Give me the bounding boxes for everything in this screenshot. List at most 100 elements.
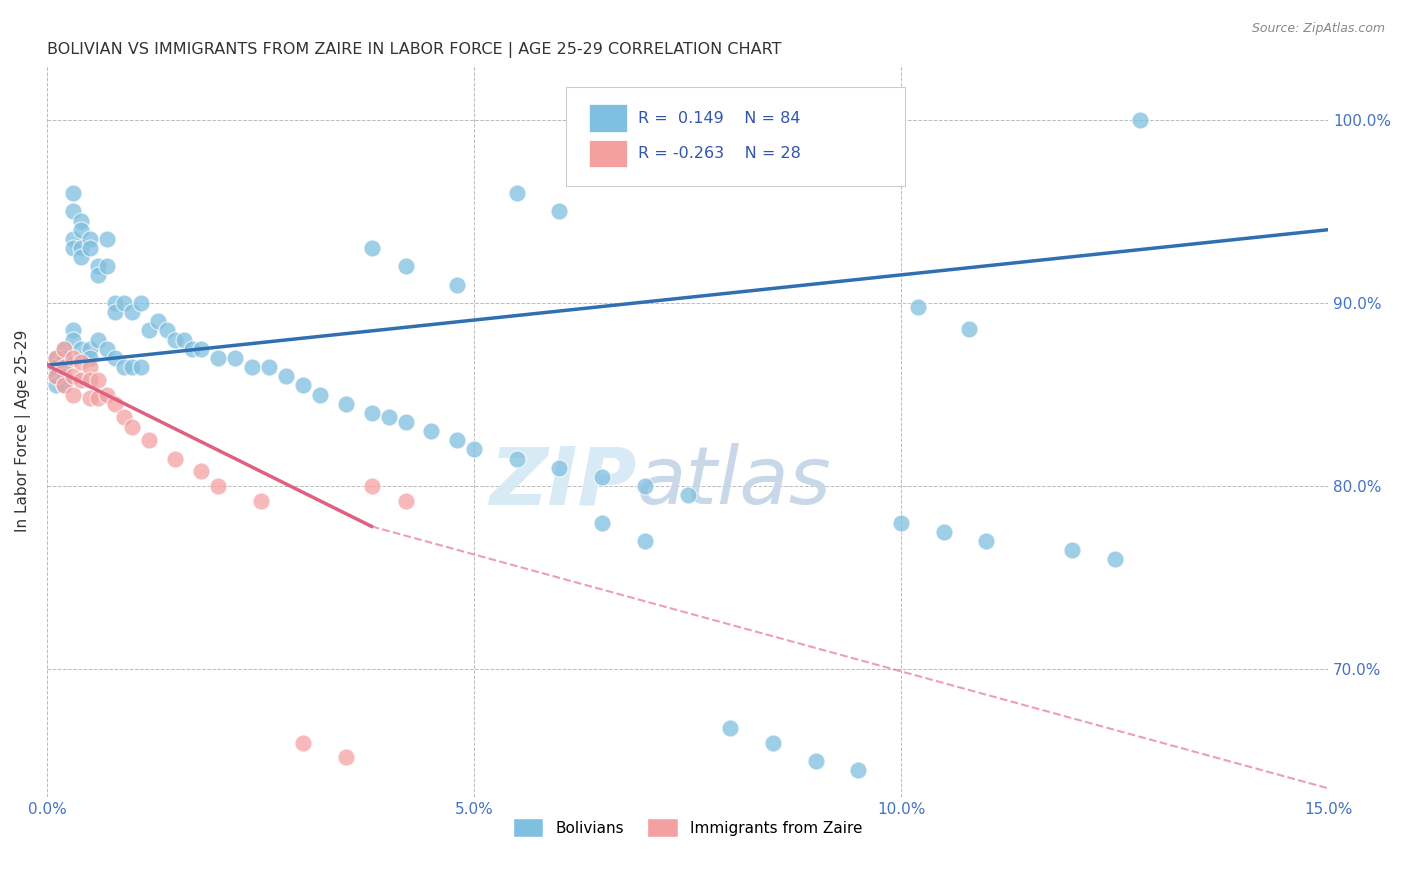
Point [121,360,143,375]
Point [79,373,101,387]
Point [87,391,110,405]
Point [44,351,66,365]
Point [53,378,76,392]
Y-axis label: In Labor Force | Age 25-29: In Labor Force | Age 25-29 [15,330,31,533]
Point [138,434,160,448]
Point [62,387,84,401]
Point [395,493,418,508]
Point [804,754,827,768]
Point [79,351,101,365]
Point [907,300,929,314]
Text: BOLIVIAN VS IMMIGRANTS FROM ZAIRE IN LABOR FORCE | AGE 25-29 CORRELATION CHART: BOLIVIAN VS IMMIGRANTS FROM ZAIRE IN LAB… [46,42,782,58]
Point [87,373,110,387]
Point [506,451,529,466]
Legend: Bolivians, Immigrants from Zaire: Bolivians, Immigrants from Zaire [505,811,870,845]
Point [70,213,93,227]
Point [62,351,84,365]
Text: R = -0.263    N = 28: R = -0.263 N = 28 [637,146,800,161]
Point [1129,112,1152,127]
Point [591,470,613,484]
Point [44,369,66,384]
Point [79,360,101,375]
Point [463,442,485,457]
Point [53,342,76,356]
Point [395,415,418,429]
Point [44,369,66,384]
Point [44,351,66,365]
Text: Source: ZipAtlas.com: Source: ZipAtlas.com [1251,22,1385,36]
Point [70,373,93,387]
Point [360,479,382,493]
FancyBboxPatch shape [589,104,627,132]
Point [377,409,399,424]
Point [957,321,980,335]
Point [591,516,613,530]
Point [181,342,204,356]
Point [276,369,298,384]
Point [96,342,118,356]
Point [62,241,84,255]
Point [420,424,443,438]
Text: R =  0.149    N = 84: R = 0.149 N = 84 [637,111,800,126]
Point [634,479,657,493]
Point [44,360,66,375]
Point [292,735,315,749]
Point [62,369,84,384]
Point [104,296,127,310]
Point [446,277,468,292]
Point [335,750,357,764]
Point [1104,552,1126,566]
Point [70,342,93,356]
Point [676,488,699,502]
Point [932,524,955,539]
Point [762,735,785,749]
Point [79,232,101,246]
Point [165,451,187,466]
Point [335,397,357,411]
Point [224,351,246,365]
Point [53,351,76,365]
Point [96,232,118,246]
Point [87,268,110,283]
Point [87,333,110,347]
Point [890,516,912,530]
Point [79,391,101,405]
Point [53,360,76,375]
Point [309,387,332,401]
Point [96,260,118,274]
Point [395,260,418,274]
Point [70,223,93,237]
Point [249,493,271,508]
Point [506,186,529,200]
Point [548,460,571,475]
FancyBboxPatch shape [589,139,627,168]
Text: atlas: atlas [637,443,831,522]
Point [1060,543,1083,558]
Point [53,342,76,356]
Point [848,763,870,777]
Point [146,314,169,328]
Point [112,409,135,424]
Point [173,333,195,347]
Point [104,305,127,319]
Point [79,342,101,356]
Point [634,534,657,549]
Point [165,333,187,347]
Point [62,186,84,200]
Point [360,241,382,255]
Point [96,387,118,401]
Point [292,378,315,392]
Point [138,323,160,337]
Point [446,434,468,448]
Point [207,479,229,493]
Point [112,296,135,310]
Point [155,323,177,337]
Point [718,721,741,735]
Point [240,360,263,375]
Point [87,260,110,274]
Point [121,305,143,319]
Text: ZIP: ZIP [489,443,637,522]
Point [548,204,571,219]
Point [62,323,84,337]
Point [53,360,76,375]
